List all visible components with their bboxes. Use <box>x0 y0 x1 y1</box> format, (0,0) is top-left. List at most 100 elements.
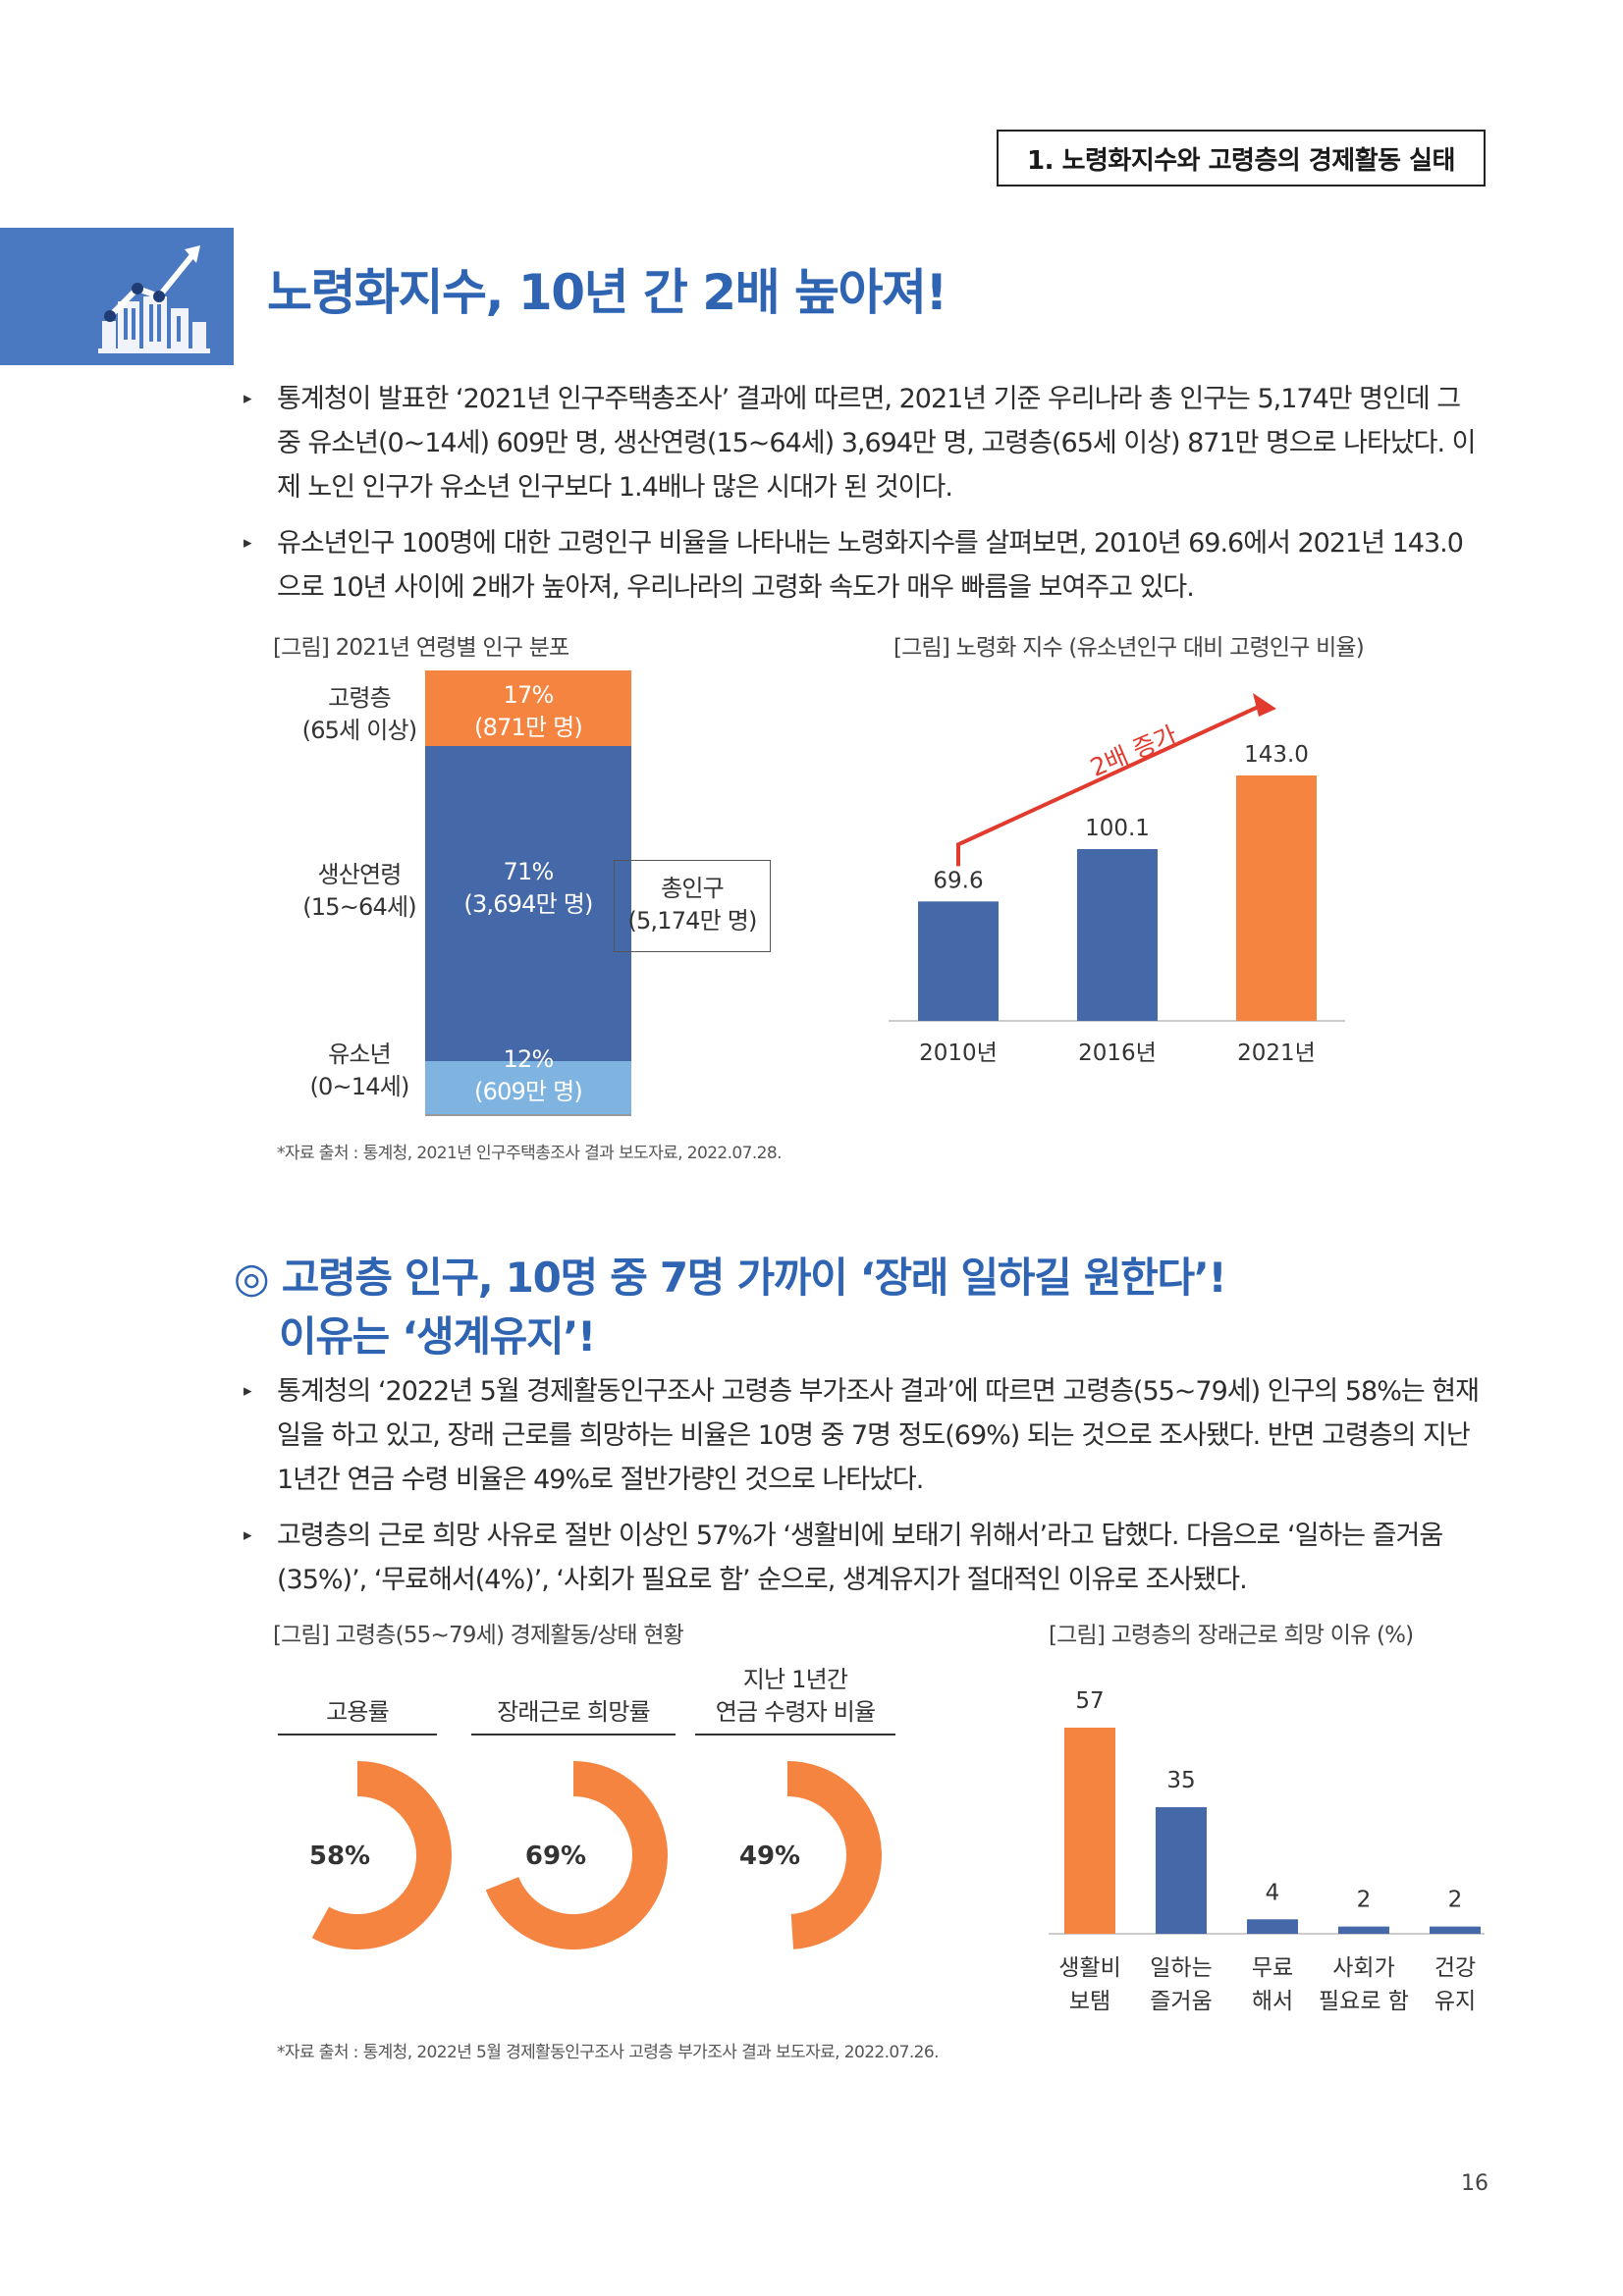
donut-title-employment: 고용률 <box>278 1664 437 1729</box>
bar-value-label: 143.0 <box>1244 742 1309 768</box>
segment-working-age-value: 71% (3,694만 명) <box>425 856 631 921</box>
segment-count: (609만 명) <box>474 1078 583 1105</box>
bar-2021년 <box>1236 775 1317 1021</box>
bar-2016년 <box>1077 849 1158 1021</box>
bullet-item: ▸ 통계청이 발표한 ‘2021년 인구주택총조사’ 결과에 따르면, 2021… <box>243 377 1486 509</box>
bar-value-label: 69.6 <box>933 868 983 893</box>
section1-bullets: ▸ 통계청이 발표한 ‘2021년 인구주택총조사’ 결과에 따르면, 2021… <box>243 377 1486 621</box>
x-tick-label: 사회가 <box>1332 1955 1394 1981</box>
section2-bullets: ▸ 통계청의 ‘2022년 5월 경제활동인구조사 고령층 부가조사 결과’에 … <box>243 1369 1486 1614</box>
bullet-text: 통계청이 발표한 ‘2021년 인구주택총조사’ 결과에 따르면, 2021년 … <box>277 384 1477 503</box>
donut-arc <box>786 1761 882 1949</box>
bar-2010년 <box>918 901 999 1021</box>
bar-value-label: 2 <box>1448 1888 1463 1913</box>
x-tick-label: 2016년 <box>1078 1041 1157 1066</box>
figure-caption: [그림] 2021년 연령별 인구 분포 <box>273 635 569 661</box>
growth-annotation: 2배 증가 <box>1086 721 1181 782</box>
section2-title-line2: 이유는 ‘생계유지’! <box>279 1312 596 1361</box>
bullet-text: 고령층의 근로 희망 사유로 절반 이상인 57%가 ‘생활비에 보태기 위해서… <box>277 1521 1443 1595</box>
bar-value-label: 2 <box>1357 1888 1372 1913</box>
page-number: 16 <box>1461 2171 1488 2196</box>
segment-youth-value: 12% (609만 명) <box>425 1043 631 1108</box>
building-growth-icon <box>98 245 210 353</box>
donut-value-label: 58% <box>309 1842 370 1871</box>
arrow-head <box>1253 693 1276 717</box>
segment-working-age <box>425 745 631 1061</box>
figure-caption: [그림] 고령층의 장래근로 희망 이유 (%) <box>1049 1623 1414 1648</box>
segment-count: (871만 명) <box>474 714 583 741</box>
bullet-item: ▸ 고령층의 근로 희망 사유로 절반 이상인 57%가 ‘생활비에 보태기 위… <box>243 1514 1486 1602</box>
x-tick-label: 보탬 <box>1069 1989 1110 2014</box>
population-bar <box>425 670 631 1114</box>
segment-senior-label: 고령층 (65세 이상) <box>291 682 428 747</box>
segment-pct: 12% <box>503 1045 555 1073</box>
donut-title-line: 지난 1년간 <box>742 1666 848 1693</box>
bullet-text: 통계청의 ‘2022년 5월 경제활동인구조사 고령층 부가조사 결과’에 따르… <box>277 1376 1480 1495</box>
segment-label-line: (15~64세) <box>302 893 416 921</box>
donut-title-work-hope: 장래근로 희망률 <box>471 1664 676 1729</box>
figure-caption: [그림] 노령화 지수 (유소년인구 대비 고령인구 비율) <box>893 635 1365 661</box>
divider <box>695 1734 895 1735</box>
bar-일하는 즐거움 <box>1156 1807 1207 1934</box>
x-tick-label: 즐거움 <box>1150 1989 1212 2014</box>
title-icon-block <box>0 228 234 365</box>
bar-value-label: 57 <box>1075 1688 1104 1714</box>
donut-arc <box>485 1761 668 1949</box>
x-tick-label: 2010년 <box>919 1041 998 1066</box>
bar-baseline <box>425 1114 631 1116</box>
x-tick-label: 필요로 함 <box>1319 1989 1409 2014</box>
x-tick-label: 유지 <box>1434 1989 1476 2014</box>
donut-title-pension: 지난 1년간 연금 수령자 비율 <box>695 1664 895 1729</box>
total-value: (5,174만 명) <box>627 907 757 934</box>
divider <box>471 1734 676 1735</box>
donut-value-label: 49% <box>739 1842 800 1871</box>
segment-count: (3,694만 명) <box>463 890 593 918</box>
bullet-triangle-icon: ▸ <box>243 1525 251 1545</box>
page-title: 노령화지수, 10년 간 2배 높아져! <box>267 264 947 321</box>
segment-working-age-label: 생산연령 (15~64세) <box>291 859 428 924</box>
section2-title: ◎ 고령층 인구, 10명 중 7명 가까이 ‘장래 일하길 원한다’! <box>234 1245 1227 1305</box>
x-tick-label: 일하는 <box>1150 1955 1212 1981</box>
segment-label-line: 고령층 <box>328 684 392 712</box>
segment-label-line: (65세 이상) <box>301 717 418 744</box>
segment-label-line: 생산연령 <box>317 861 402 888</box>
donut-title-line: 장래근로 희망률 <box>497 1698 651 1726</box>
x-tick-label: 건강 <box>1434 1955 1476 1981</box>
bullet-text: 유소년인구 100명에 대한 고령인구 비율을 나타내는 노령화지수를 살펴보면… <box>277 528 1464 603</box>
bullet-triangle-icon: ▸ <box>243 533 251 553</box>
bar-value-label: 35 <box>1166 1768 1195 1793</box>
x-tick-label: 해서 <box>1252 1989 1293 2014</box>
aging-index-chart: 69.6 2010년 100.1 2016년 143.0 2021년 2배 증가 <box>889 693 1345 1066</box>
source-note: *자료 출처 : 통계청, 2022년 5월 경제활동인구조사 고령층 부가조사… <box>277 2043 940 2062</box>
total-population-box: 총인구 (5,174만 명) <box>614 860 771 952</box>
x-tick-label: 2021년 <box>1237 1041 1316 1066</box>
bar-건강 유지 <box>1430 1926 1481 1934</box>
segment-label-line: 유소년 <box>328 1041 392 1068</box>
donut-title-line: 연금 수령자 비율 <box>715 1698 876 1726</box>
double-circle-icon: ◎ <box>234 1254 270 1302</box>
segment-youth-label: 유소년 (0~14세) <box>291 1039 428 1103</box>
segment-youth <box>425 1060 631 1114</box>
bullet-triangle-icon: ▸ <box>243 389 251 408</box>
segment-pct: 71% <box>503 858 555 885</box>
donut-title-line: 고용률 <box>326 1698 390 1726</box>
total-label: 총인구 <box>661 875 725 902</box>
bar-사회가 필요로 함 <box>1338 1926 1389 1934</box>
segment-senior <box>425 670 631 746</box>
source-note: *자료 출처 : 통계청, 2021년 인구주택총조사 결과 보도자료, 202… <box>277 1144 783 1163</box>
x-tick-label: 무료 <box>1252 1955 1293 1981</box>
section2-title-line1: 고령층 인구, 10명 중 7명 가까이 ‘장래 일하길 원한다’! <box>281 1254 1227 1302</box>
bar-value-label: 4 <box>1266 1880 1280 1905</box>
donut-value-label: 69% <box>525 1842 586 1871</box>
segment-pct: 17% <box>503 681 555 709</box>
section-tag: 1. 노령화지수와 고령층의 경제활동 실태 <box>997 130 1486 187</box>
segment-senior-value: 17% (871만 명) <box>425 679 631 744</box>
segment-label-line: (0~14세) <box>309 1073 409 1100</box>
donut-title-line <box>278 1664 437 1696</box>
divider <box>278 1734 437 1735</box>
figure-caption: [그림] 고령층(55~79세) 경제활동/상태 현황 <box>273 1623 684 1648</box>
x-tick-label: 생활비 <box>1058 1955 1120 1981</box>
bullet-triangle-icon: ▸ <box>243 1381 251 1401</box>
bar-value-label: 100.1 <box>1085 816 1150 841</box>
bullet-item: ▸ 유소년인구 100명에 대한 고령인구 비율을 나타내는 노령화지수를 살펴… <box>243 521 1486 610</box>
